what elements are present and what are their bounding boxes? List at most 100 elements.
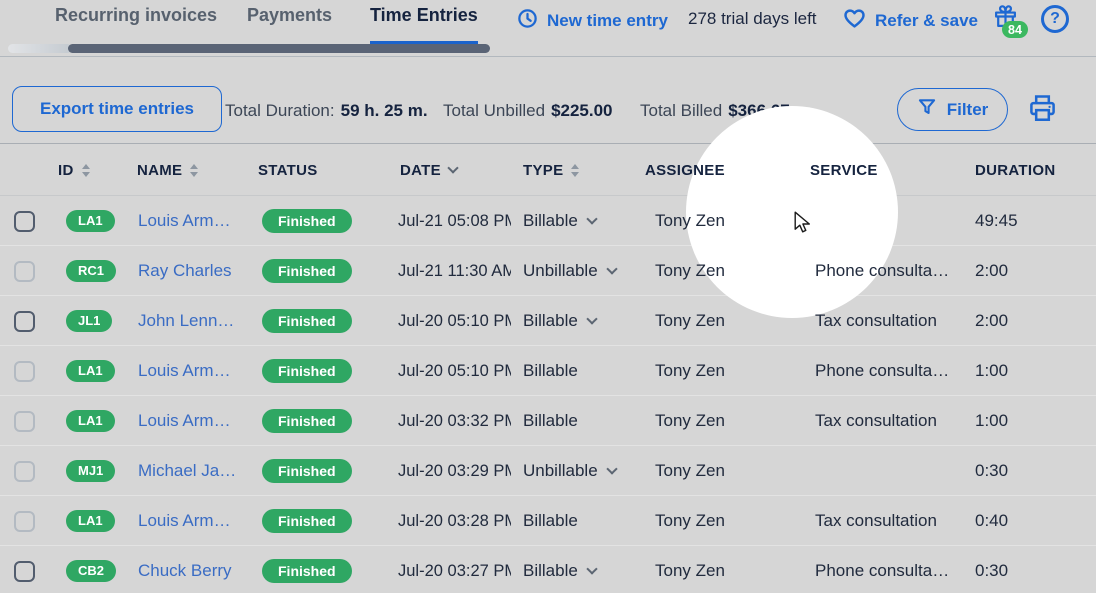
refer-and-save-label: Refer & save	[875, 11, 979, 30]
client-id-badge: JL1	[66, 309, 113, 333]
trial-days-left: 278 trial days left	[688, 9, 817, 28]
table-row: LA1 Louis Arm… Finished Jul-20 05:10 PM …	[0, 346, 1096, 396]
gift-count-badge: 84	[1002, 21, 1028, 39]
row-checkbox[interactable]	[14, 260, 35, 282]
total-unbilled-value: $225.00	[551, 101, 613, 120]
status-badge: Finished	[262, 358, 352, 384]
assignee-cell: Tony Zen	[655, 461, 725, 480]
client-name-link[interactable]: Ray Charles	[138, 261, 232, 280]
status-badge: Finished	[262, 458, 352, 484]
type-dropdown[interactable]: Billable	[523, 196, 598, 246]
row-checkbox[interactable]	[14, 560, 35, 582]
sort-icon	[190, 164, 198, 177]
client-name-link[interactable]: John Lenn…	[138, 311, 235, 330]
type-cell: Billable	[523, 396, 578, 446]
service-cell: Phone consulta…	[815, 361, 950, 380]
column-header-service: SERVICE	[810, 144, 878, 196]
column-header-name[interactable]: NAME	[137, 144, 198, 196]
table-row: CB2 Chuck Berry Finished Jul-20 03:27 PM…	[0, 546, 1096, 593]
duration-cell: 1:00	[975, 411, 1009, 430]
total-billed-label: Total Billed	[640, 101, 723, 120]
refer-and-save-button[interactable]: Refer & save	[843, 8, 978, 34]
filter-label: Filter	[946, 99, 989, 119]
date-cell: Jul-21 05:08 PM	[398, 211, 511, 230]
row-checkbox[interactable]	[14, 410, 35, 432]
table-row: JL1 John Lenn… Finished Jul-20 05:10 PM …	[0, 296, 1096, 346]
client-name-link[interactable]: Michael Ja…	[138, 461, 237, 480]
column-header-label: DURATION	[975, 161, 1056, 179]
column-header-label: TYPE	[523, 161, 564, 179]
chevron-down-icon	[586, 313, 598, 325]
horizontal-scrollbar-thumb[interactable]	[68, 44, 490, 53]
date-cell: Jul-20 03:28 PM	[398, 511, 511, 530]
type-label: Billable	[523, 411, 578, 430]
question-mark-icon: ?	[1050, 10, 1060, 27]
row-checkbox[interactable]	[14, 510, 35, 532]
status-badge: Finished	[262, 558, 352, 584]
column-header-date[interactable]: DATE	[400, 144, 459, 196]
client-name-link[interactable]: Louis Arm…	[138, 211, 231, 230]
type-label: Billable	[523, 561, 578, 580]
filter-button[interactable]: Filter	[897, 88, 1008, 131]
client-name-link[interactable]: Louis Arm…	[138, 361, 231, 380]
total-duration-value: 59 h. 25 m.	[340, 101, 428, 120]
service-cell: Phone consulta…	[815, 561, 950, 580]
table-body: LA1 Louis Arm… Finished Jul-21 05:08 PM …	[0, 196, 1096, 593]
status-badge: Finished	[262, 258, 352, 284]
row-checkbox[interactable]	[14, 460, 35, 482]
heart-icon	[843, 8, 866, 34]
total-duration-stat: Total Duration: 59 h. 25 m.	[225, 101, 428, 121]
client-id-badge: LA1	[66, 509, 115, 533]
status-badge: Finished	[262, 308, 352, 334]
date-cell: Jul-20 03:32 PM	[398, 411, 511, 430]
assignee-cell: Tony Zen	[655, 261, 725, 280]
spotlight-highlight	[686, 106, 898, 318]
assignee-cell: Tony Zen	[655, 311, 725, 330]
new-time-entry-button[interactable]: New time entry	[517, 8, 668, 34]
export-time-entries-button[interactable]: Export time entries	[12, 86, 222, 132]
column-header-status: STATUS	[258, 144, 318, 196]
help-button[interactable]: ?	[1041, 5, 1069, 33]
type-dropdown[interactable]: Billable	[523, 296, 598, 346]
column-header-type[interactable]: TYPE	[523, 144, 579, 196]
type-dropdown[interactable]: Unbillable	[523, 246, 618, 296]
date-cell: Jul-21 11:30 AM	[398, 261, 511, 280]
table-toolbar: Export time entries Total Duration: 59 h.…	[0, 57, 1096, 144]
type-dropdown[interactable]: Billable	[523, 546, 598, 593]
column-header-id[interactable]: ID	[58, 144, 90, 196]
chevron-down-icon	[586, 563, 598, 575]
type-cell: Billable	[523, 346, 578, 396]
client-name-link[interactable]: Chuck Berry	[138, 561, 232, 580]
new-time-entry-label: New time entry	[547, 11, 668, 30]
type-label: Unbillable	[523, 261, 598, 280]
funnel-icon	[917, 97, 937, 122]
tab-time-entries[interactable]: Time Entries	[370, 5, 478, 46]
column-header-label: SERVICE	[810, 161, 878, 179]
table-row: RC1 Ray Charles Finished Jul-21 11:30 AM…	[0, 246, 1096, 296]
row-checkbox[interactable]	[14, 210, 35, 232]
clock-icon	[517, 8, 538, 34]
client-id-badge: RC1	[66, 259, 117, 283]
column-header-label: NAME	[137, 161, 183, 179]
client-id-badge: LA1	[66, 359, 115, 383]
client-name-link[interactable]: Louis Arm…	[138, 511, 231, 530]
assignee-cell: Tony Zen	[655, 361, 725, 380]
assignee-cell: Tony Zen	[655, 511, 725, 530]
rewards-gift-button[interactable]: 84	[993, 4, 1028, 40]
tab-payments[interactable]: Payments	[247, 5, 333, 25]
service-cell: Tax consultation	[815, 411, 937, 430]
row-checkbox[interactable]	[14, 310, 35, 332]
type-label: Billable	[523, 511, 578, 530]
column-header-label: DATE	[400, 161, 441, 179]
type-label: Billable	[523, 361, 578, 380]
print-button[interactable]	[1027, 93, 1058, 127]
tab-recurring-invoices[interactable]: Recurring invoices	[55, 5, 218, 25]
type-dropdown[interactable]: Unbillable	[523, 446, 618, 496]
row-checkbox[interactable]	[14, 360, 35, 382]
client-name-link[interactable]: Louis Arm…	[138, 411, 231, 430]
type-label: Unbillable	[523, 461, 598, 480]
date-cell: Jul-20 03:29 PM	[398, 461, 511, 480]
duration-cell: 49:45	[975, 211, 1018, 230]
total-unbilled-stat: Total Unbilled $225.00	[443, 101, 613, 121]
